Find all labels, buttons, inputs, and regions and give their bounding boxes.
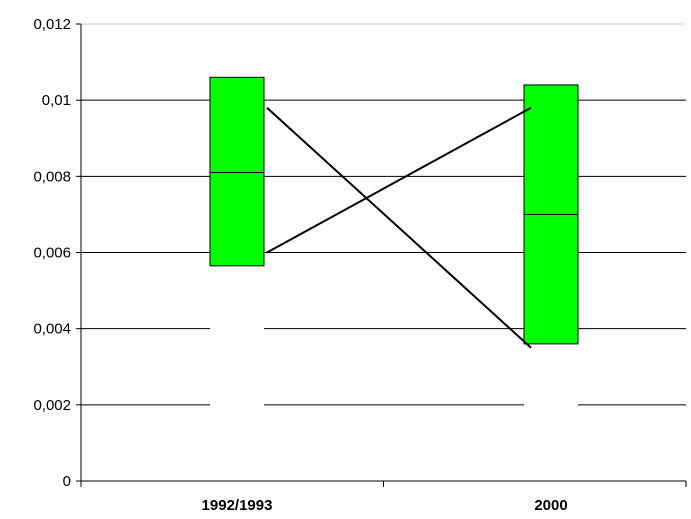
series-line-2	[266, 106, 532, 254]
y-tick-label: 0,006	[33, 245, 71, 262]
y-tick-label: 0,008	[33, 168, 71, 185]
y-tick-label: 0	[63, 473, 71, 490]
y-tick-label: 0,002	[33, 397, 71, 414]
y-tick-label: 0,004	[33, 321, 71, 338]
y-tick-label: 0,01	[42, 92, 71, 109]
gridline-gap	[524, 344, 578, 479]
gridline-gap	[210, 266, 264, 479]
series-line-1	[266, 107, 532, 349]
x-category-label: 2000	[534, 497, 567, 514]
x-category-label: 1992/1993	[202, 497, 273, 514]
y-tick-label: 0,012	[33, 16, 71, 33]
box-1	[209, 76, 265, 267]
